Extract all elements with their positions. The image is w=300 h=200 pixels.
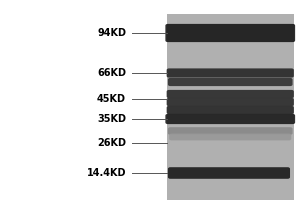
FancyBboxPatch shape [169, 134, 291, 140]
Text: 14.4KD: 14.4KD [86, 168, 126, 178]
Text: 26KD: 26KD [97, 138, 126, 148]
Text: 66KD: 66KD [97, 68, 126, 78]
Bar [167, 14, 294, 200]
FancyBboxPatch shape [165, 24, 295, 42]
FancyBboxPatch shape [167, 106, 294, 114]
Text: 35KD: 35KD [97, 114, 126, 124]
Text: 45KD: 45KD [97, 94, 126, 104]
FancyBboxPatch shape [168, 167, 290, 179]
FancyBboxPatch shape [167, 90, 294, 98]
FancyBboxPatch shape [167, 68, 294, 78]
FancyBboxPatch shape [168, 127, 292, 135]
FancyBboxPatch shape [168, 78, 292, 86]
FancyBboxPatch shape [165, 114, 295, 124]
Text: 94KD: 94KD [97, 28, 126, 38]
FancyBboxPatch shape [167, 98, 294, 106]
